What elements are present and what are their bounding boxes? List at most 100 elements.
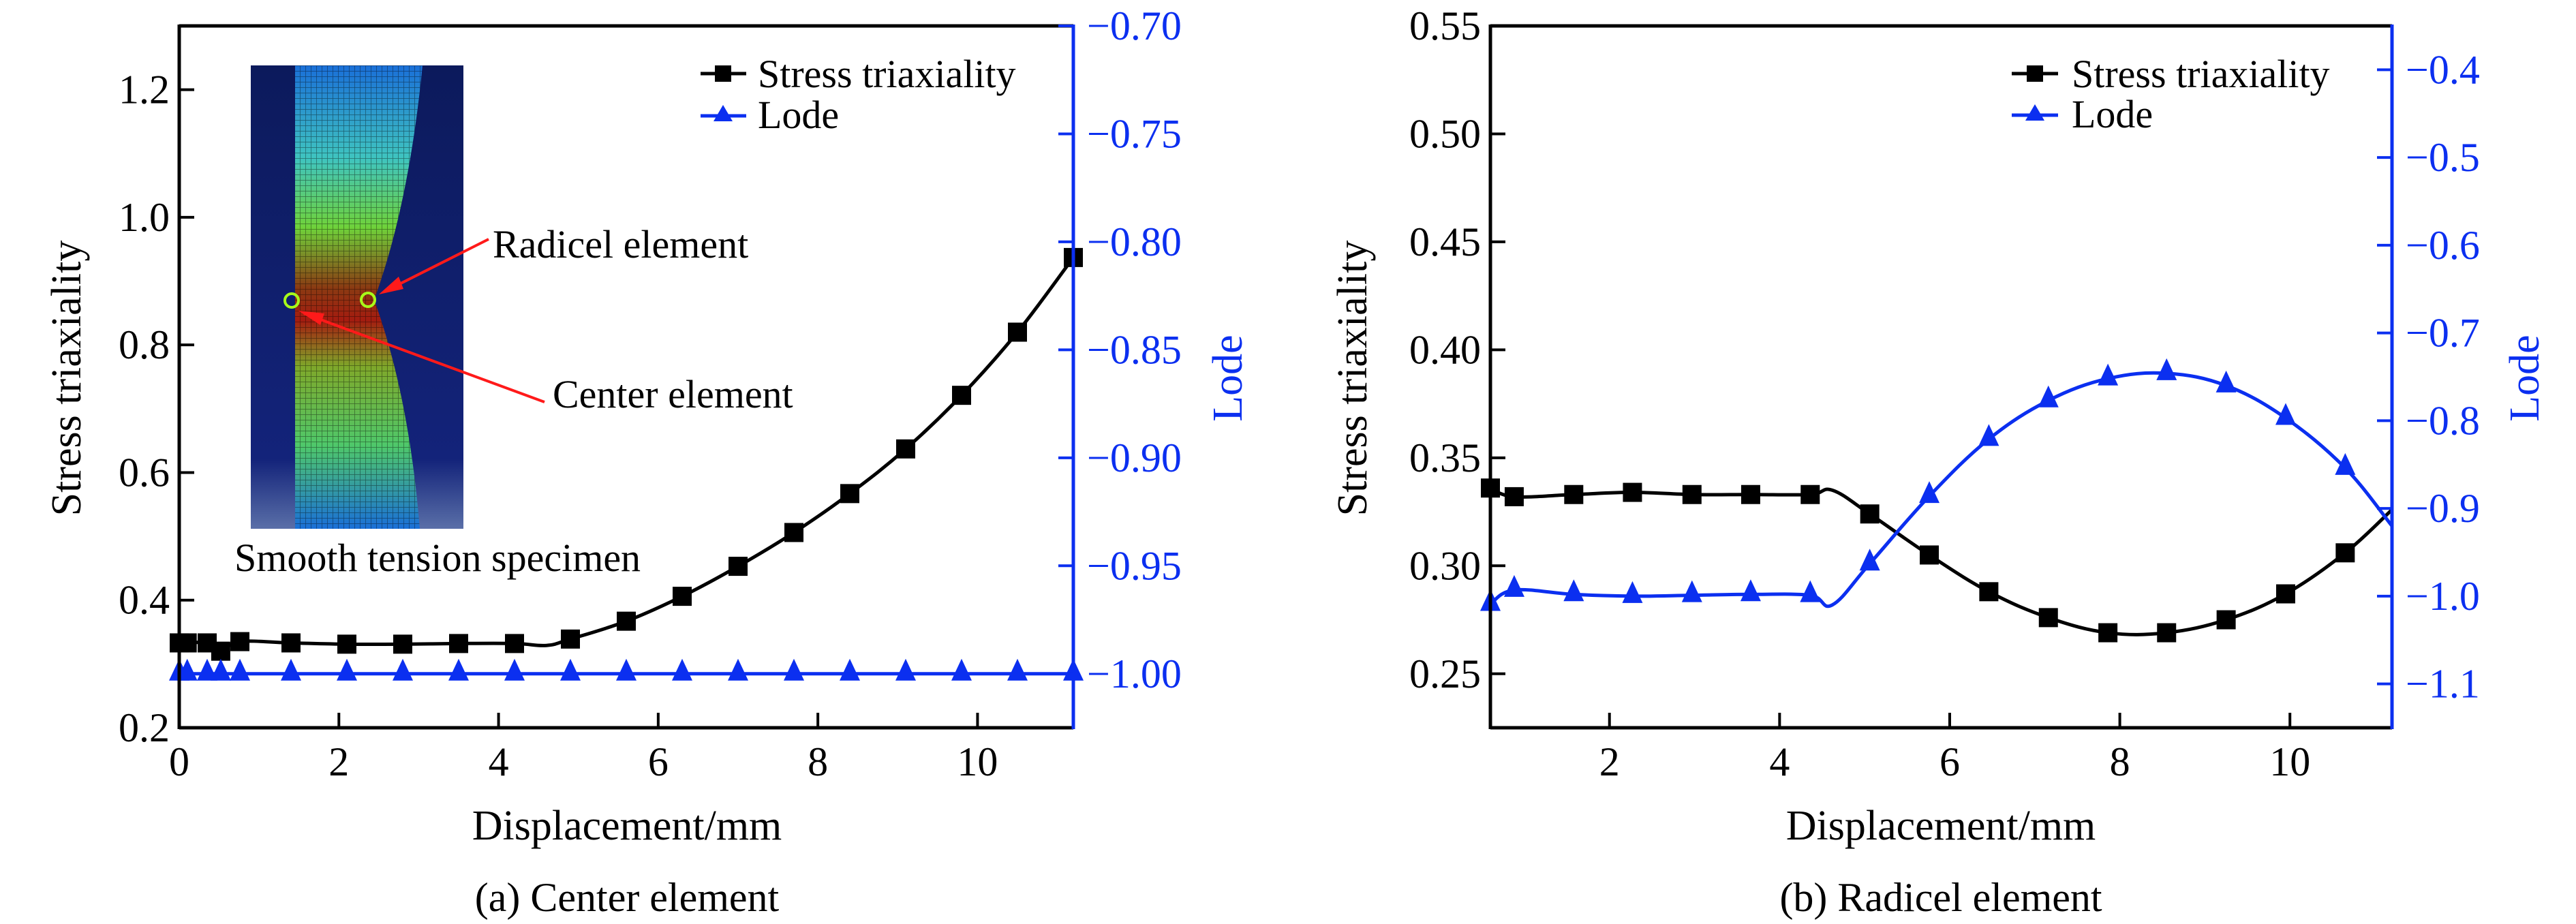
y2-axis-title: Lode <box>2502 335 2548 421</box>
center-element-label: Center element <box>553 372 793 416</box>
data-point-stress-triaxiality <box>2157 623 2177 643</box>
legend-lode-marker <box>2025 104 2044 121</box>
data-point-stress-triaxiality <box>1860 504 1880 524</box>
legend-lode-marker <box>714 105 733 121</box>
y-axis-title: Stress triaxiality <box>44 241 90 517</box>
data-point-stress-triaxiality <box>1008 322 1027 342</box>
data-point-stress-triaxiality <box>281 633 301 653</box>
legend: Stress triaxiality Lode <box>2012 52 2330 136</box>
data-point-stress-triaxiality <box>2098 623 2118 643</box>
data-point-stress-triaxiality <box>449 634 468 653</box>
data-point-stress-triaxiality <box>393 634 412 654</box>
y2-tick-label: −0.9 <box>2406 486 2480 531</box>
data-point-lode <box>210 658 231 681</box>
data-point-stress-triaxiality <box>617 611 636 631</box>
y2-tick-label: −0.85 <box>1087 327 1182 372</box>
y-tick-label: 0.6 <box>119 450 170 495</box>
data-point-lode <box>728 658 748 681</box>
data-point-lode <box>560 658 581 681</box>
x-axis-title: Displacement/mm <box>1786 803 2096 849</box>
y2-tick-label: −0.75 <box>1087 111 1182 156</box>
y-tick-label: 1.2 <box>119 67 170 112</box>
x-tick-label: 0 <box>169 739 189 784</box>
y-tick-label: 0.55 <box>1409 3 1481 48</box>
data-point-lode <box>2215 370 2237 392</box>
data-point-lode <box>197 658 217 681</box>
data-point-stress-triaxiality <box>1564 484 1584 504</box>
center-arrow-head <box>298 311 324 325</box>
data-point-stress-triaxiality <box>1741 484 1760 504</box>
data-point-stress-triaxiality <box>2216 610 2236 630</box>
data-point-lode <box>2335 452 2356 475</box>
data-point-stress-triaxiality <box>784 523 803 542</box>
data-point-lode <box>337 658 357 681</box>
y-tick-label: 0.50 <box>1409 111 1481 156</box>
y2-tick-label: −0.4 <box>2406 47 2480 92</box>
data-point-stress-triaxiality <box>729 557 748 576</box>
legend-stress-marker <box>2027 65 2043 82</box>
plot-area: 0 2 4 6 8 10 0.2 0.4 0.6 0.8 1.0 1.2 −1.00 −0.95 −0.90… <box>119 3 1182 784</box>
y2-tick-label: −0.7 <box>2406 311 2480 356</box>
y-axis-title: Stress triaxiality <box>1330 241 1376 517</box>
data-point-lode <box>1740 579 1761 602</box>
chart-radicel-element: 2 4 6 8 10 0.25 0.30 0.35 0.40 0.45 0.50 0.55 −1.1 −1… <box>1330 3 2548 920</box>
y2-tick-label: −0.90 <box>1087 435 1182 480</box>
radicel-element-label: Radicel element <box>493 222 748 266</box>
radicel-element-marker <box>360 292 376 308</box>
data-point-lode <box>672 658 692 681</box>
y-tick-label: 0.8 <box>119 322 170 367</box>
data-point-lode <box>895 658 916 681</box>
y-tick-label: 0.45 <box>1409 219 1481 264</box>
y-tick-label: 1.0 <box>119 195 170 240</box>
x-tick-label: 10 <box>957 739 998 784</box>
y2-tick-label: −0.70 <box>1087 3 1182 48</box>
x-tick-label: 8 <box>808 739 828 784</box>
data-point-lode <box>448 658 469 681</box>
data-point-stress-triaxiality <box>1682 484 1702 504</box>
data-point-stress-triaxiality <box>1920 545 1939 565</box>
data-point-stress-triaxiality <box>337 634 356 654</box>
data-point-stress-triaxiality <box>1623 482 1642 502</box>
data-point-stress-triaxiality <box>2335 543 2355 563</box>
specimen-mesh <box>295 65 423 529</box>
data-point-stress-triaxiality <box>505 634 524 653</box>
y-tick-label: 0.35 <box>1409 435 1481 480</box>
data-point-lode <box>281 658 301 681</box>
chart-center-element: 0 2 4 6 8 10 0.2 0.4 0.6 0.8 1.0 1.2 −1.00 −0.95 −0.90… <box>44 3 1251 920</box>
legend-stress-marker <box>715 65 731 82</box>
y-tick-label: 0.2 <box>119 705 170 750</box>
legend: Stress triaxiality Lode <box>701 52 1016 137</box>
data-point-stress-triaxiality <box>1504 487 1524 506</box>
data-point-lode <box>1681 580 1702 602</box>
data-point-lode <box>1919 481 1940 504</box>
data-point-lode <box>2038 385 2059 407</box>
data-point-lode <box>504 658 525 681</box>
y-tick-label: 0.40 <box>1409 327 1481 372</box>
data-point-stress-triaxiality <box>840 484 859 504</box>
legend-lode-label: Lode <box>758 93 839 137</box>
y2-tick-label: −1.1 <box>2406 662 2480 707</box>
data-point-lode <box>2156 358 2177 380</box>
y2-tick-label: −0.8 <box>2406 398 2480 443</box>
y2-tick-label: −0.80 <box>1087 219 1182 264</box>
center-arrow <box>303 312 545 403</box>
radicel-arrow <box>384 238 489 293</box>
radicel-arrow-head <box>379 277 403 294</box>
legend-lode-label: Lode <box>2072 92 2153 136</box>
x-tick-label: 6 <box>648 739 669 784</box>
data-point-lode <box>393 658 413 681</box>
y2-tick-label: −1.00 <box>1087 651 1182 696</box>
data-point-stress-triaxiality <box>211 641 230 661</box>
inset-specimen: Radicel element Center element Smooth te… <box>234 65 793 580</box>
center-element-marker <box>283 292 300 309</box>
data-point-stress-triaxiality <box>1979 582 1999 602</box>
data-point-lode <box>1859 549 1880 571</box>
y2-tick-label: −0.95 <box>1087 543 1182 588</box>
data-point-lode <box>2275 403 2296 425</box>
y-tick-label: 0.30 <box>1409 543 1481 588</box>
data-point-lode <box>840 658 860 681</box>
data-point-lode <box>784 658 804 681</box>
data-point-lode <box>1563 579 1584 602</box>
data-point-lode <box>951 658 972 681</box>
